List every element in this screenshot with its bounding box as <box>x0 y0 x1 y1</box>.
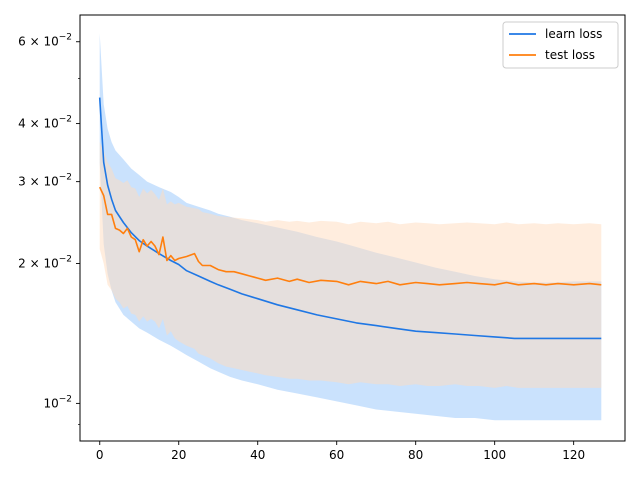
y-tick-label: 10−2 <box>43 394 72 410</box>
x-tick-label: 60 <box>329 448 344 462</box>
confidence-bands <box>99 33 602 421</box>
y-tick-label: 4 × 10−2 <box>18 115 72 131</box>
plot-frame <box>79 14 626 442</box>
x-tick-label: 80 <box>408 448 423 462</box>
x-tick-label: 0 <box>96 448 104 462</box>
y-tick-label: 6 × 10−2 <box>18 33 72 49</box>
x-tick-label: 120 <box>562 448 585 462</box>
series-lines <box>98 97 602 340</box>
x-axis: 0 20 40 60 80 100 120 <box>96 441 585 462</box>
x-tick-label: 40 <box>250 448 265 462</box>
learn-loss-legend-label: learn loss <box>545 27 602 41</box>
y-axis: 10−2 2 × 10−2 3 × 10−2 4 × 10−2 6 × 10−2 <box>18 33 80 426</box>
test-loss-legend-label: test loss <box>545 48 595 62</box>
learn-loss-line <box>98 97 602 340</box>
x-tick-label: 20 <box>171 448 186 462</box>
legend: learn loss test loss <box>502 21 619 69</box>
y-tick-label: 2 × 10−2 <box>18 254 72 270</box>
x-tick-label: 100 <box>483 448 506 462</box>
test-loss-band <box>99 142 602 388</box>
test-loss-line <box>98 186 602 286</box>
y-tick-label: 3 × 10−2 <box>18 173 72 189</box>
